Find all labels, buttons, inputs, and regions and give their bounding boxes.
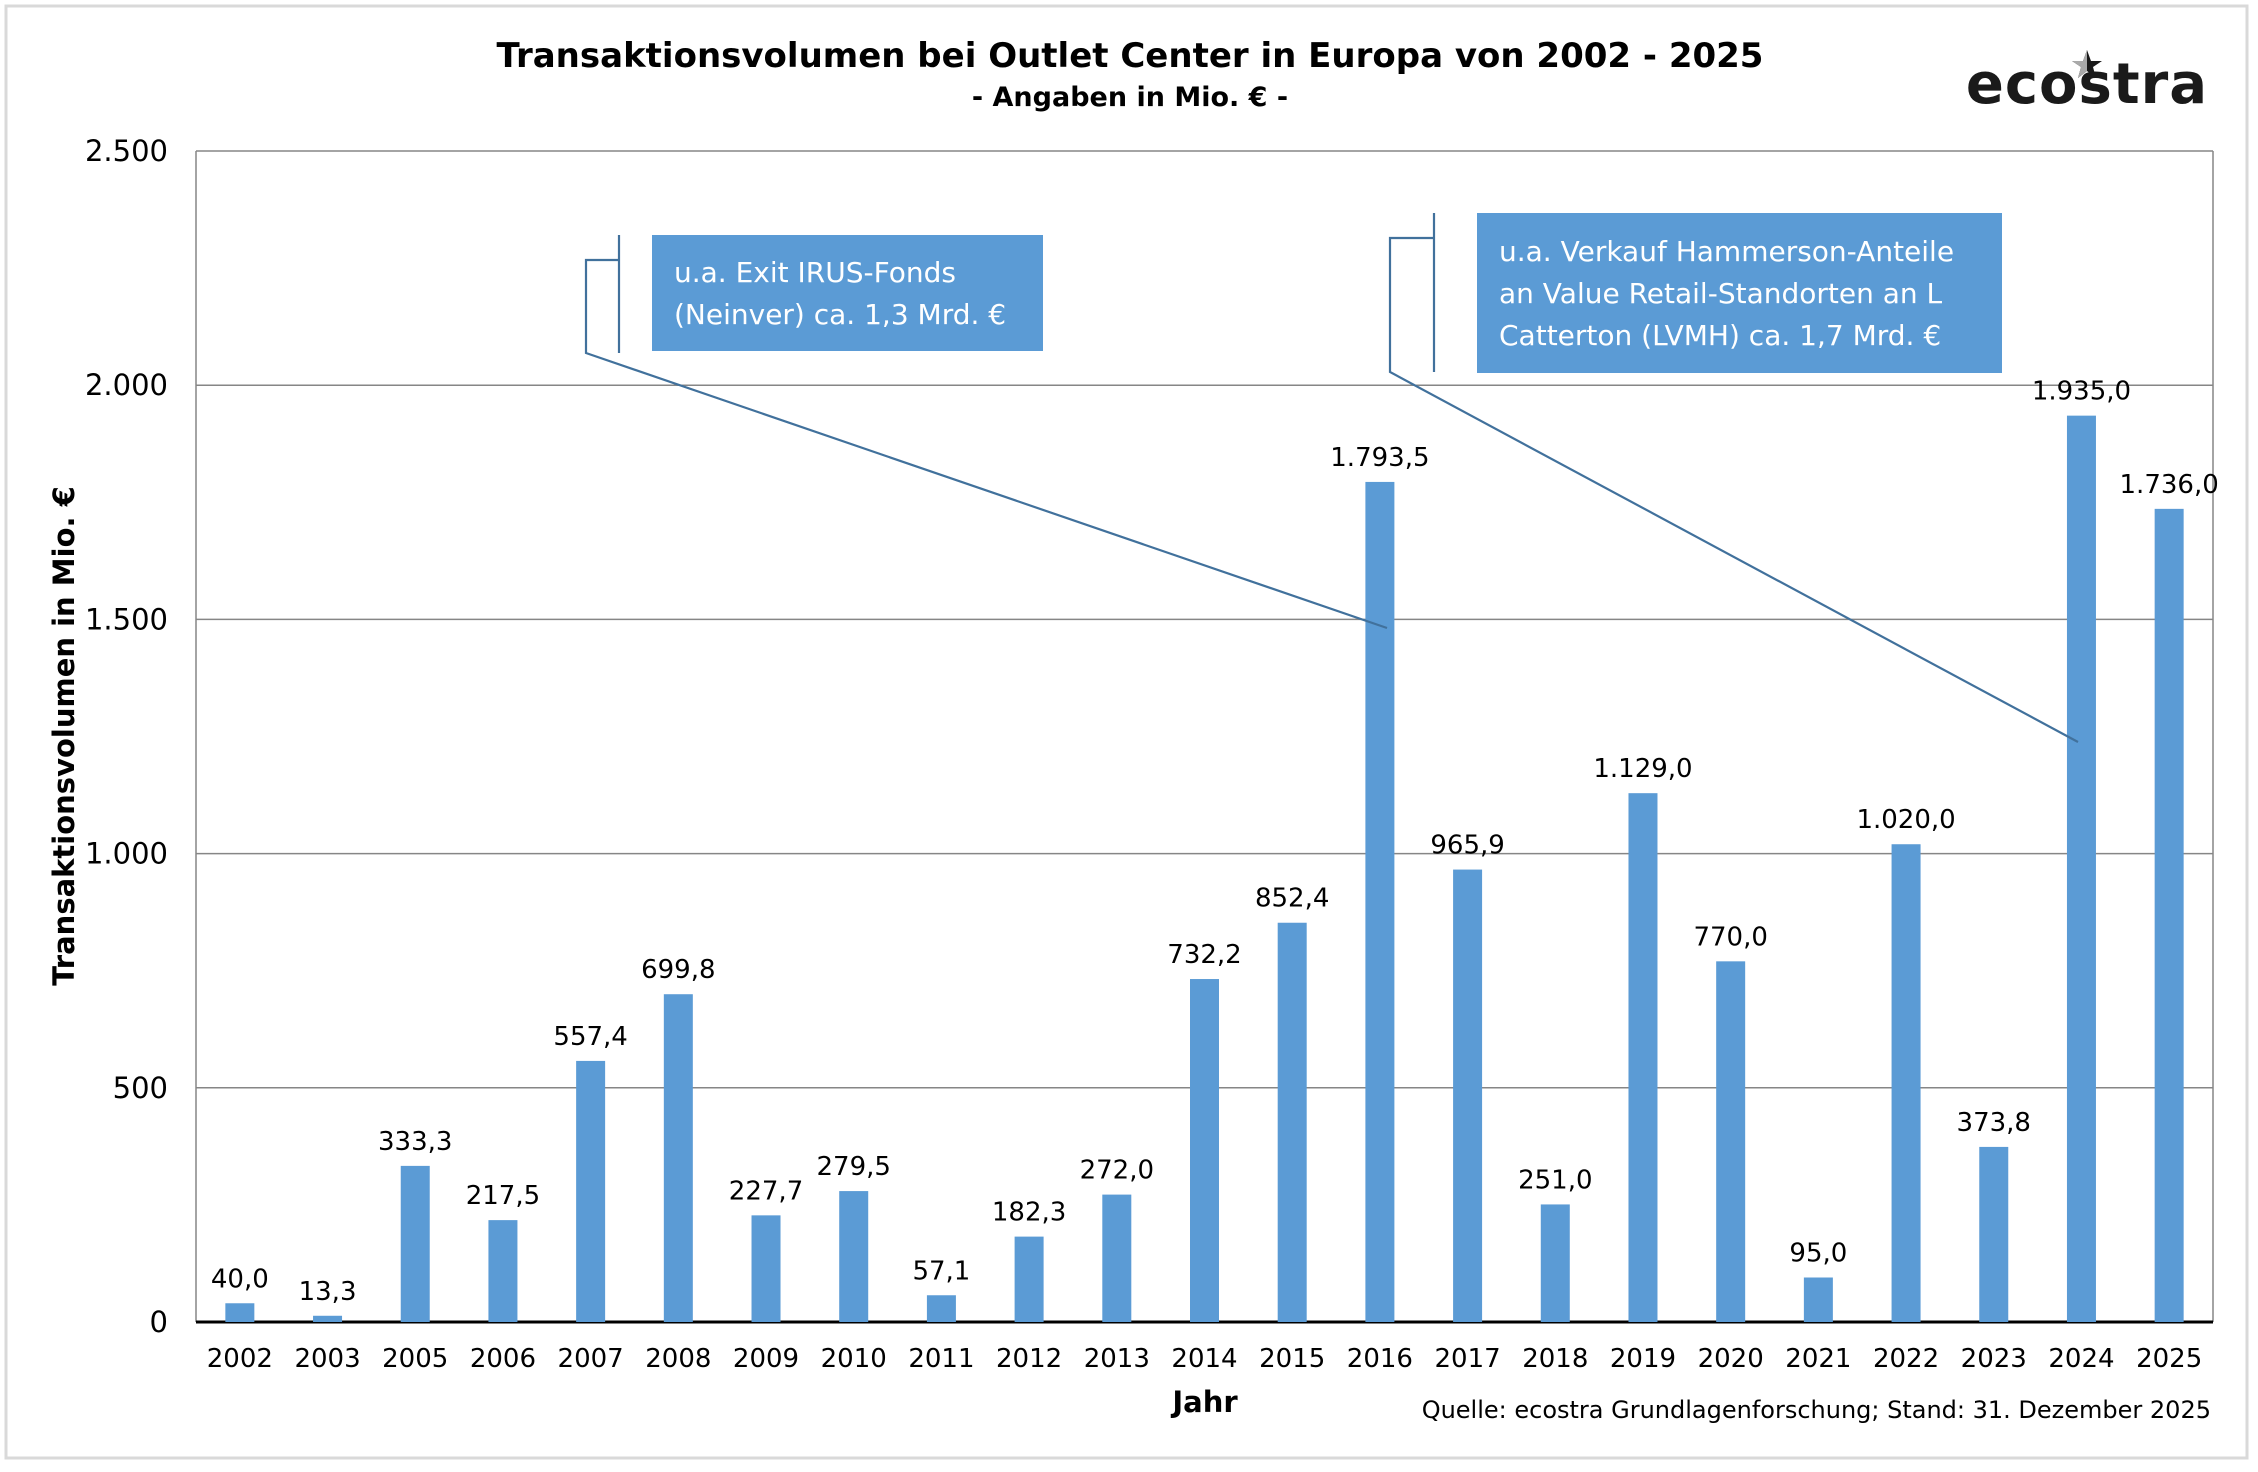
bar-2024 — [2066, 415, 2096, 1322]
y-tick-label: 0 — [150, 1305, 168, 1339]
data-label: 1.935,0 — [2032, 377, 2131, 407]
data-label: 272,0 — [1080, 1156, 1154, 1186]
annotation-text: an Value Retail-Standorten an L — [1499, 277, 1943, 310]
bar-2008 — [663, 994, 693, 1322]
bar-2011 — [926, 1295, 956, 1322]
data-label: 40,0 — [211, 1264, 269, 1294]
callout-line — [1388, 213, 2079, 743]
data-label: 1.736,0 — [2120, 470, 2219, 500]
x-tick-label: 2015 — [1259, 1344, 1325, 1374]
x-tick-label: 2021 — [1785, 1344, 1851, 1374]
x-axis-ticks: 2002 2003 2005 2006 2007 2008 2009 2010 2011 2012… — [207, 1344, 2202, 1374]
data-label: 852,4 — [1255, 884, 1329, 914]
x-tick-label: 2019 — [1610, 1344, 1676, 1374]
annotation-text: Catterton (LVMH) ca. 1,7 Mrd. € — [1499, 319, 1941, 352]
data-label: 13,3 — [299, 1277, 357, 1307]
y-tick-label: 1.500 — [85, 602, 168, 636]
bar-2014 — [1190, 979, 1219, 1322]
bar-2017 — [1453, 869, 1483, 1322]
bar-2012 — [1014, 1236, 1044, 1322]
data-label: 217,5 — [466, 1181, 540, 1211]
y-tick-label: 500 — [113, 1071, 168, 1105]
bar-2021 — [1803, 1277, 1833, 1322]
x-tick-label: 2025 — [2136, 1344, 2202, 1374]
source-note: Quelle: ecostra Grundlagenforschung; Sta… — [1422, 1396, 2211, 1424]
x-tick-label: 2009 — [733, 1344, 799, 1374]
annotation-text: (Neinver) ca. 1,3 Mrd. € — [674, 298, 1006, 331]
y-tick-label: 1.000 — [85, 837, 168, 871]
data-label: 373,8 — [1957, 1108, 2031, 1138]
annotation-box — [652, 235, 1043, 351]
bar-2010 — [839, 1191, 869, 1322]
x-tick-label: 2013 — [1084, 1344, 1150, 1374]
x-tick-label: 2010 — [821, 1344, 887, 1374]
data-label: 227,7 — [729, 1176, 803, 1206]
data-label: 333,3 — [378, 1127, 452, 1157]
annotation-box — [1477, 213, 2002, 373]
data-label: 699,8 — [641, 955, 715, 985]
bar-2025 — [2154, 508, 2184, 1322]
x-tick-label: 2017 — [1435, 1344, 1501, 1374]
bar-2005 — [400, 1165, 430, 1322]
data-label: 770,0 — [1693, 922, 1767, 952]
data-label: 965,9 — [1430, 831, 1504, 861]
y-tick-label: 2.000 — [85, 368, 168, 402]
bar-2015 — [1277, 922, 1307, 1322]
y-axis-label: Transaktionsvolumen in Mio. € — [47, 486, 81, 986]
bar-2022 — [1891, 844, 1921, 1322]
annotations: u.a. Exit IRUS-Fonds (Neinver) ca. 1,3 Mr… — [584, 213, 2079, 743]
bar-2020 — [1716, 961, 1746, 1322]
ecostra-logo: ecostra — [1966, 50, 2207, 117]
x-tick-label: 2024 — [2048, 1344, 2114, 1374]
x-tick-label: 2018 — [1522, 1344, 1588, 1374]
data-label: 732,2 — [1167, 940, 1241, 970]
data-label: 1.020,0 — [1856, 805, 1955, 835]
data-label: 557,4 — [553, 1022, 627, 1052]
annotation-callout: u.a. Exit IRUS-Fonds (Neinver) ca. 1,3 Mr… — [584, 235, 1388, 630]
data-label: 57,1 — [912, 1256, 970, 1286]
x-tick-label: 2002 — [207, 1344, 273, 1374]
x-tick-label: 2007 — [558, 1344, 624, 1374]
x-tick-label: 2014 — [1171, 1344, 1237, 1374]
bar-2023 — [1979, 1146, 2009, 1322]
bar-2019 — [1628, 793, 1658, 1322]
annotation-text: u.a. Verkauf Hammerson-Anteile — [1499, 235, 1954, 268]
data-labels: 40,0 13,3 333,3 217,5 557,4 699,8 227,7 279,5 57… — [211, 377, 2219, 1307]
data-label: 1.793,5 — [1330, 443, 1429, 473]
x-tick-label: 2016 — [1347, 1344, 1413, 1374]
bar-2006 — [488, 1220, 518, 1322]
bar-2007 — [576, 1060, 606, 1322]
chart-title: Transaktionsvolumen bei Outlet Center in… — [497, 36, 1764, 76]
x-tick-label: 2023 — [1961, 1344, 2027, 1374]
bar-2003 — [313, 1315, 343, 1322]
gridlines — [195, 150, 2214, 1324]
bar-2002 — [225, 1303, 255, 1322]
x-axis-label: Jahr — [1170, 1385, 1238, 1419]
x-tick-label: 2006 — [470, 1344, 536, 1374]
data-label: 182,3 — [992, 1198, 1066, 1228]
callout-line — [584, 235, 1388, 630]
x-tick-label: 2012 — [996, 1344, 1062, 1374]
annotation-callout: u.a. Verkauf Hammerson-Anteile an Value R… — [1388, 213, 2079, 743]
bar-2018 — [1540, 1204, 1570, 1322]
x-tick-label: 2020 — [1698, 1344, 1764, 1374]
x-tick-label: 2008 — [645, 1344, 711, 1374]
y-axis-ticks: 0 500 1.000 1.500 2.000 2.500 — [85, 134, 168, 1339]
bar-2016 — [1365, 481, 1395, 1323]
chart-subtitle: - Angaben in Mio. € - — [972, 82, 1288, 113]
x-tick-label: 2011 — [908, 1344, 974, 1374]
bar-2009 — [751, 1215, 781, 1322]
annotation-text: u.a. Exit IRUS-Fonds — [674, 256, 956, 289]
y-tick-label: 2.500 — [85, 134, 168, 168]
x-tick-label: 2005 — [382, 1344, 448, 1374]
x-tick-label: 2003 — [294, 1344, 360, 1374]
data-label: 279,5 — [816, 1152, 890, 1182]
bar-2013 — [1102, 1194, 1132, 1322]
x-tick-label: 2022 — [1873, 1344, 1939, 1374]
data-label: 251,0 — [1518, 1165, 1592, 1195]
data-label: 1.129,0 — [1593, 754, 1692, 784]
data-label: 95,0 — [1789, 1239, 1847, 1269]
